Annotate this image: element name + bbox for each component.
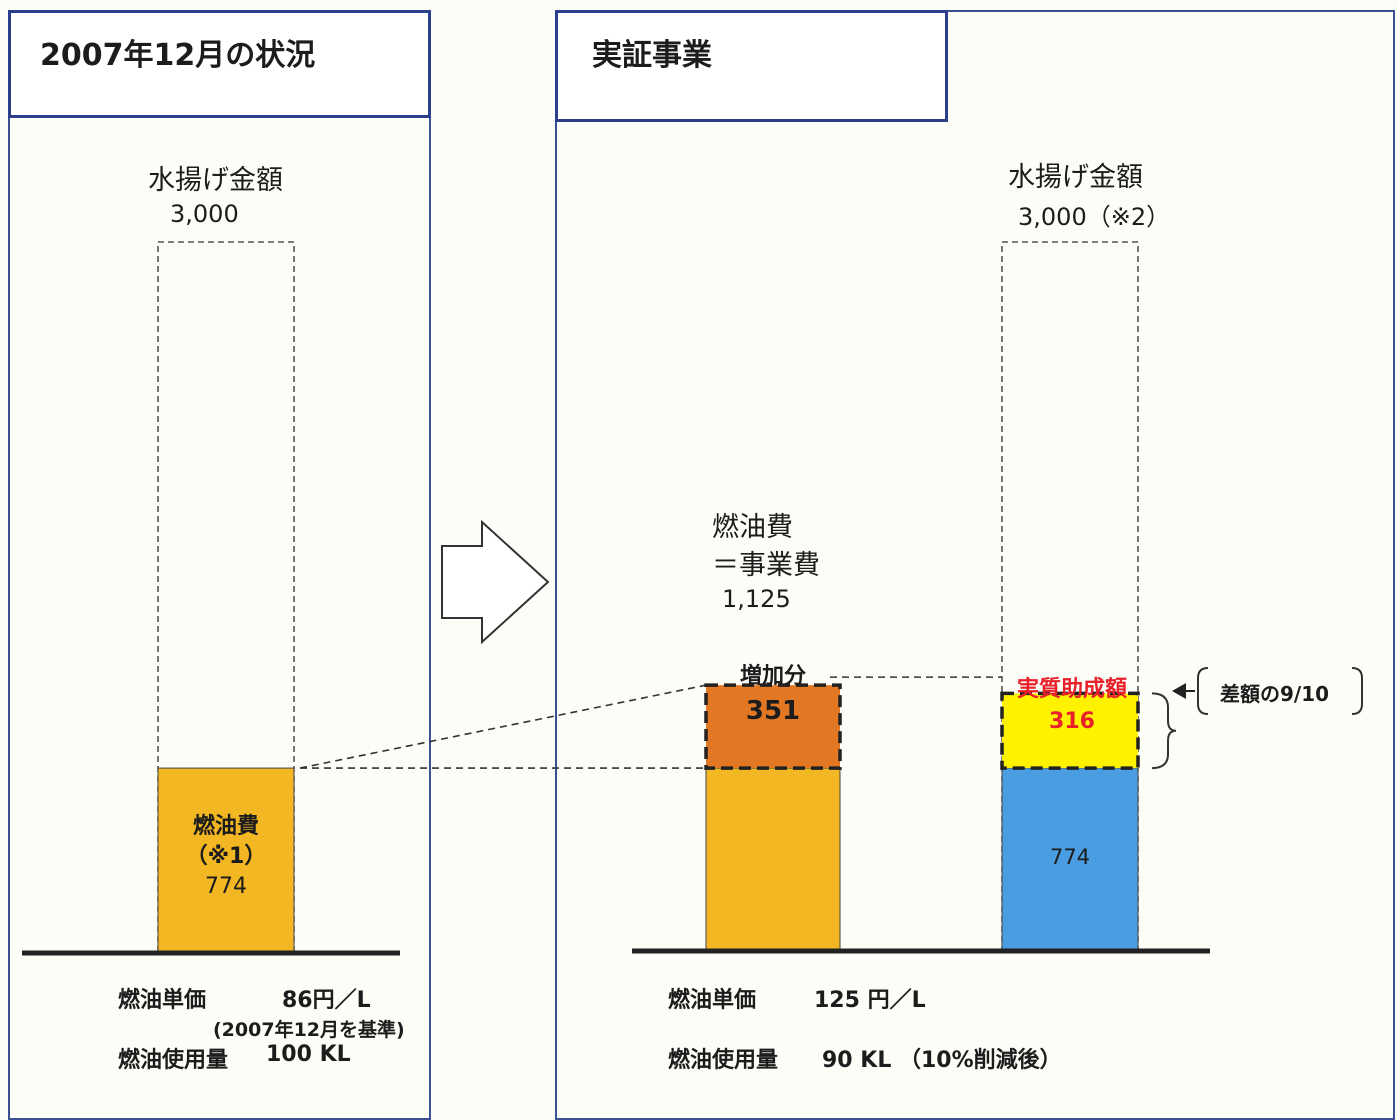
increase-label: 増加分 [739, 664, 806, 689]
diff-note: 差額の9/10 [1220, 682, 1330, 706]
diff-arrow-head [1172, 683, 1186, 699]
subsidy-value: 316 [1049, 709, 1095, 734]
right-title-box [555, 10, 948, 122]
left-catch-label: 水揚げ金額 [148, 165, 283, 196]
left-catch-value: 3,000 [170, 200, 239, 228]
subsidy-bar [1000, 691, 1140, 770]
left-usage-label: 燃油使用量 [118, 1048, 229, 1073]
left-usage-value: 100 KL [266, 1042, 351, 1067]
increase-value: 351 [745, 696, 801, 726]
subsidy-label: 実質助成額 [1016, 677, 1127, 702]
left-unit-price-label: 燃油単価 [118, 988, 207, 1013]
right-fuel-header-line2: ＝事業費 [712, 550, 820, 581]
right-unit-price-value: 125 円／L [814, 988, 926, 1013]
left-fuel-cost-bar [157, 767, 295, 952]
diff-note-bracket-left [1197, 667, 1209, 715]
left-fuel-line2: （※1） [185, 844, 267, 869]
left-title: 2007年12月の状況 [40, 38, 316, 73]
right-fuel-cost-bar [705, 767, 841, 952]
right-usage-value: 90 KL （10%削減後） [822, 1048, 1062, 1073]
right-usage-label: 燃油使用量 [668, 1048, 779, 1073]
right-fuel-header-value: 1,125 [722, 585, 791, 613]
left-fuel-value: 774 [205, 874, 247, 899]
left-unit-price-value: 86円／L [282, 988, 371, 1013]
right-unit-price-label: 燃油単価 [668, 988, 757, 1013]
right-catch-label: 水揚げ金額 [1008, 162, 1143, 193]
connector-top-line [299, 684, 707, 769]
right-title: 実証事業 [592, 38, 712, 73]
increase-label-block: 増加分 351 [706, 660, 840, 728]
increase-bar [704, 683, 842, 770]
subsidy-label-block: 実質助成額 316 [1000, 674, 1144, 738]
left-unit-price-note: (2007年12月を基準) [213, 1019, 405, 1041]
right-base-bar [1001, 767, 1139, 952]
left-title-box [8, 10, 431, 118]
right-arrow-icon [441, 519, 550, 645]
right-fuel-header-line1: 燃油費 [712, 512, 793, 543]
right-catch-value: 3,000（※2） [1018, 203, 1171, 231]
left-fuel-line1: 燃油費 [192, 814, 259, 839]
subsidy-brace [1151, 692, 1177, 770]
diff-note-bracket-right [1351, 667, 1363, 715]
right-base-value: 774 [1049, 845, 1091, 869]
left-fuel-label: 燃油費 （※1） 774 [158, 812, 294, 902]
